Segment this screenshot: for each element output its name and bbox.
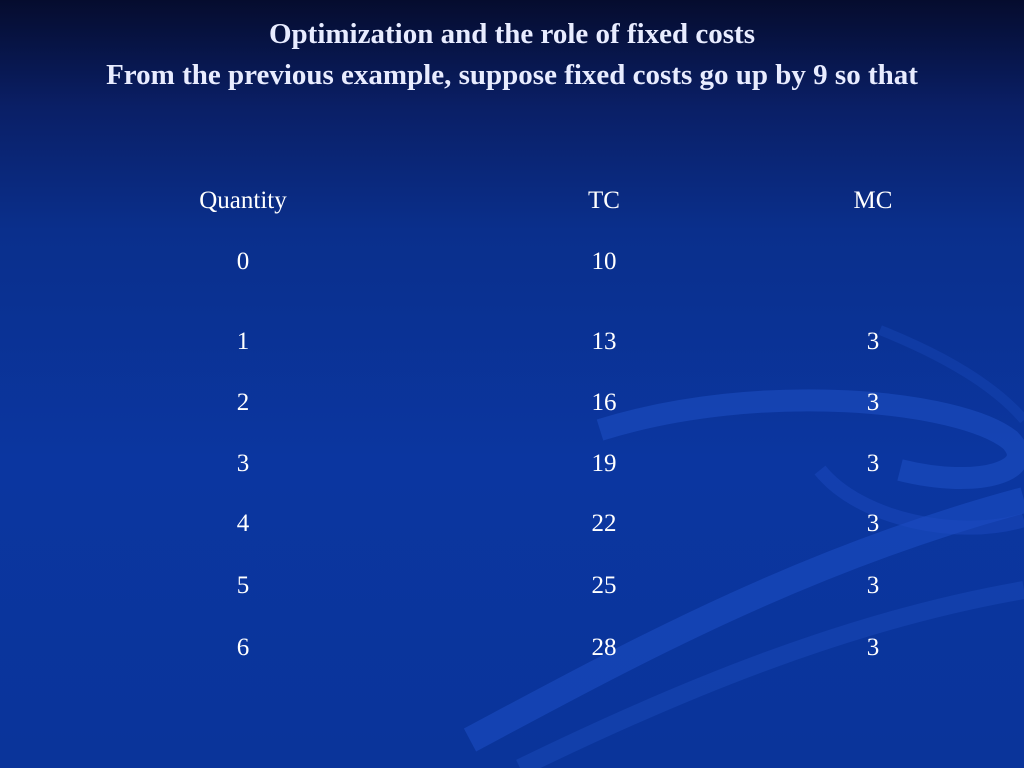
cell-tc: 13 <box>591 328 617 355</box>
cell-tc: 19 <box>591 450 617 477</box>
cell-quantity: 3 <box>236 450 250 477</box>
cell-quantity: 2 <box>236 389 250 416</box>
cell-tc: 22 <box>591 510 617 537</box>
slide-title: Optimization and the role of fixed costs <box>269 18 755 50</box>
header-tc: TC <box>588 187 620 214</box>
cell-tc: 25 <box>591 572 617 599</box>
cell-mc: 3 <box>866 634 880 661</box>
slide-subtitle: From the previous example, suppose fixed… <box>106 59 918 91</box>
cell-tc: 28 <box>591 634 617 661</box>
cell-mc: 3 <box>866 328 880 355</box>
cell-tc: 16 <box>591 389 617 416</box>
cell-mc: 3 <box>866 389 880 416</box>
cell-mc: 3 <box>866 572 880 599</box>
cell-quantity: 0 <box>236 248 250 275</box>
cell-quantity: 5 <box>236 572 250 599</box>
header-mc: MC <box>853 187 893 214</box>
header-quantity: Quantity <box>199 187 287 214</box>
cell-quantity: 1 <box>236 328 250 355</box>
slide-title-block: Optimization and the role of fixed costs… <box>0 14 1024 96</box>
cell-quantity: 4 <box>236 510 250 537</box>
cell-tc: 10 <box>591 248 617 275</box>
cell-mc: 3 <box>866 450 880 477</box>
cell-quantity: 6 <box>236 634 250 661</box>
cell-mc: 3 <box>866 510 880 537</box>
